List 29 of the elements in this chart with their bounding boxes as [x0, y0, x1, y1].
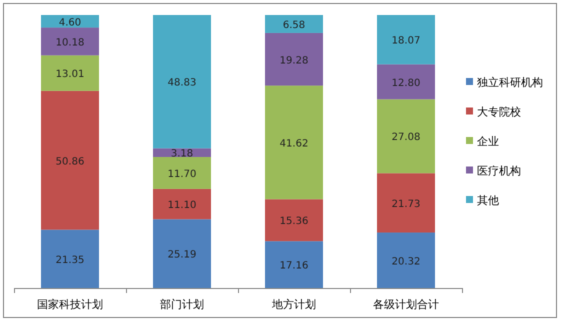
- x-tick-label: 地方计划: [271, 298, 316, 311]
- data-label: 27.08: [392, 132, 420, 144]
- data-label: 15.36: [280, 216, 308, 228]
- data-label: 3.18: [170, 148, 194, 160]
- data-label: 48.83: [168, 78, 196, 89]
- data-label: 19.28: [280, 55, 308, 66]
- data-label: 41.62: [280, 138, 308, 150]
- data-label: 12.80: [392, 78, 420, 89]
- data-label: 50.86: [56, 156, 84, 168]
- data-label: 21.73: [392, 198, 420, 210]
- legend-label: 独立科研机构: [477, 76, 543, 89]
- data-label: 20.32: [392, 256, 420, 268]
- x-tick-label: 部门计划: [160, 298, 204, 311]
- data-label: 18.07: [392, 36, 420, 47]
- legend-label: 医疗机构: [477, 164, 521, 178]
- data-label: 4.60: [58, 17, 82, 28]
- legend-label: 其他: [477, 194, 499, 207]
- legend-label: 企业: [477, 135, 499, 148]
- x-tick-label: 国家科技计划: [37, 298, 103, 311]
- data-label: 11.70: [168, 168, 196, 180]
- data-label: 11.10: [168, 200, 196, 212]
- data-label: 21.35: [56, 254, 84, 266]
- data-label: 6.58: [282, 20, 306, 31]
- data-label: 25.19: [168, 250, 196, 261]
- data-label: 17.16: [280, 260, 308, 272]
- x-tick-label: 各级计划合计: [373, 298, 439, 311]
- data-label: 13.01: [56, 69, 84, 80]
- data-label: 10.18: [56, 37, 84, 48]
- legend-label: 大专院校: [477, 106, 521, 118]
